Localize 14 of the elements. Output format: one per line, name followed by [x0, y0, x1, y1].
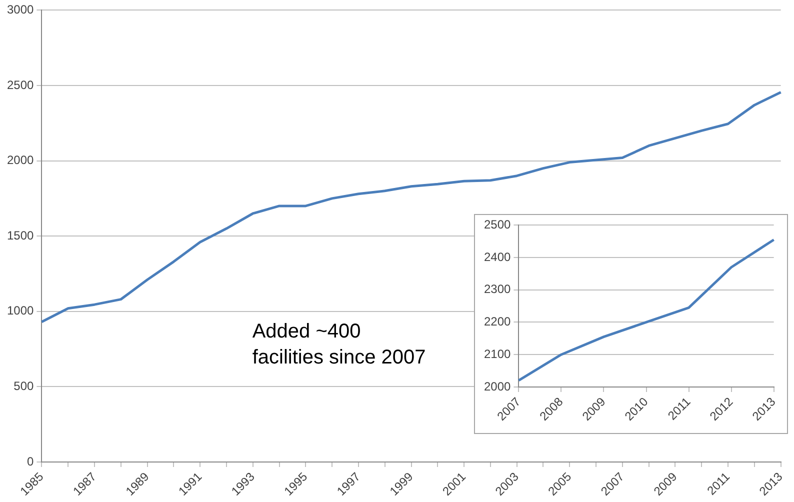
y-tick-label: 0 — [27, 454, 34, 468]
y-tick-label: 3000 — [6, 2, 34, 17]
y-tick-label: 1500 — [6, 228, 34, 242]
y-tick-label: 500 — [14, 378, 34, 393]
y-tick-label: 2000 — [6, 153, 34, 168]
y-tick-label: 2100 — [484, 346, 512, 361]
y-tick-label: 2200 — [484, 314, 512, 329]
y-tick-label: 2500 — [6, 78, 34, 92]
y-tick-label: 2300 — [484, 282, 512, 296]
y-tick-label: 2000 — [484, 379, 512, 394]
y-tick-label: 1000 — [6, 304, 34, 318]
y-tick-label: 2500 — [484, 218, 512, 232]
y-tick-label: 2400 — [484, 250, 512, 264]
annotation: Added ~400 facilities since 2007 — [252, 320, 426, 368]
